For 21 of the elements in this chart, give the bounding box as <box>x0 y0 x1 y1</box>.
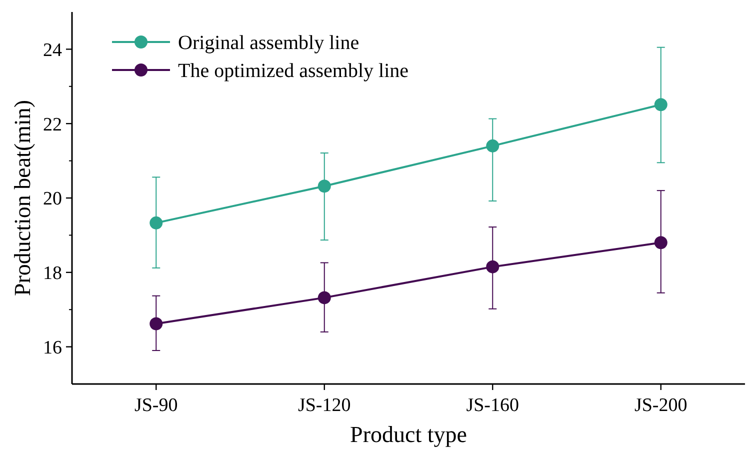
y-tick-label: 24 <box>43 40 62 61</box>
x-tick-label: JS-120 <box>298 395 351 416</box>
x-tick-label: JS-160 <box>466 395 520 416</box>
point <box>654 236 668 250</box>
point <box>150 317 163 330</box>
y-tick-label: 18 <box>43 263 62 284</box>
x-tick-label: JS-90 <box>134 395 178 416</box>
point <box>318 291 331 304</box>
y-tick-label: 22 <box>43 114 62 136</box>
point <box>150 216 163 230</box>
point <box>318 180 331 193</box>
legend-label: The optimized assembly line <box>178 60 409 82</box>
point <box>486 260 500 274</box>
y-tick-label: 16 <box>43 337 62 358</box>
point <box>486 139 500 152</box>
x-tick-label: JS-200 <box>634 395 688 416</box>
y-tick-label: 20 <box>43 188 62 210</box>
x-axis-title: Product type <box>350 422 467 447</box>
y-axis-title: Production beat(min) <box>10 100 35 296</box>
legend-label: Original assembly line <box>178 32 360 54</box>
point <box>654 98 668 112</box>
